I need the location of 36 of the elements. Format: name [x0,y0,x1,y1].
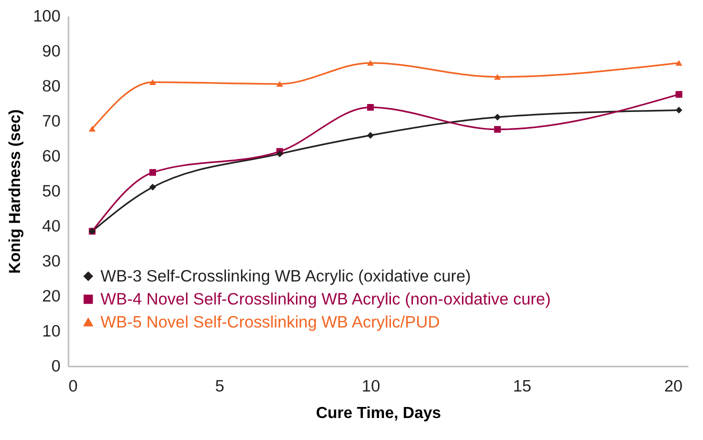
point [676,60,682,66]
point [494,74,501,80]
point [676,106,682,114]
point [676,91,682,98]
y-tick-label: 70 [42,112,60,130]
y-tick-label: 40 [42,218,60,236]
legend-label: WB-4 Novel Self-Crosslinking WB Acrylic (non-oxidative cure) [100,290,551,308]
point [367,104,374,111]
y-tick-label: 10 [42,322,60,340]
point [494,114,501,121]
point [494,126,501,133]
y-axis-title: Konig Hardness (sec) [6,109,24,274]
y-tick-label: 60 [42,148,60,166]
y-tick-label: 80 [42,78,60,96]
legend-label: WB-5 Novel Self-Crosslinking WB Acrylic/PUD [100,313,440,332]
point [276,150,284,158]
x-tick-label: 15 [512,378,532,396]
point [88,126,96,132]
x-tick-label: 10 [362,378,380,396]
point [149,79,156,86]
x-tick-label: 0 [68,378,78,396]
point [149,169,156,176]
point [367,132,374,139]
point [149,184,156,191]
y-tick-label: 30 [42,252,60,270]
x-tick-label: 5 [215,378,224,396]
y-tick-label: 100 [32,8,60,26]
legend-label: WB-3 Self-Crosslinking WB Acrylic (oxidative cure) [100,267,471,286]
x-tick-label: 20 [664,378,683,396]
point [276,80,284,87]
y-tick-label: 90 [42,42,60,60]
y-tick-label: 20 [42,288,60,306]
x-axis-title: Cure Time, Days [316,405,442,422]
point [367,60,374,66]
y-tick-label: 50 [42,182,60,200]
y-tick-label: 0 [51,358,60,376]
